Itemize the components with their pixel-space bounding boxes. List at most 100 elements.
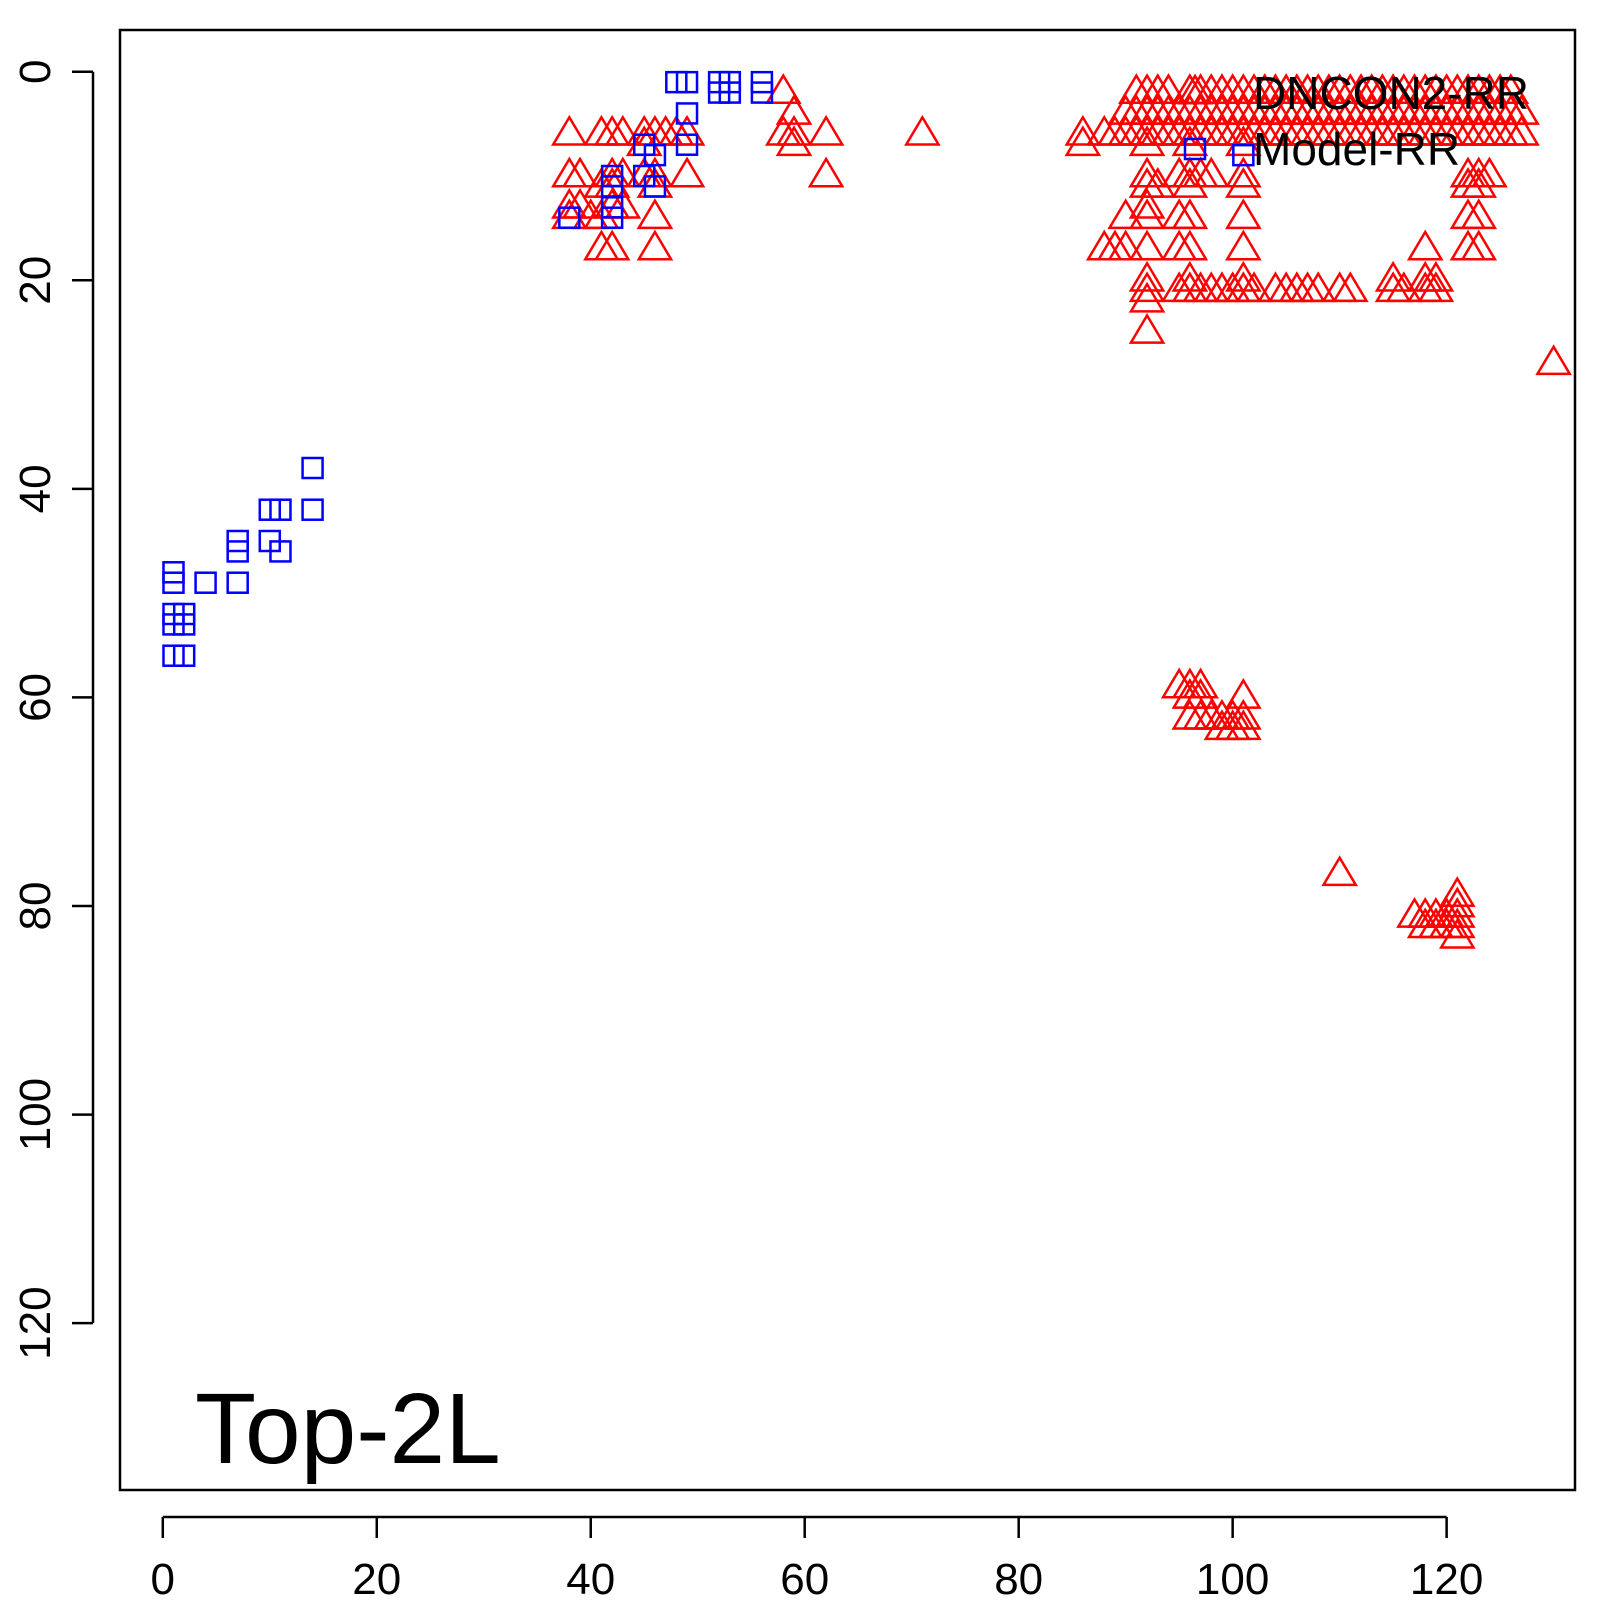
triangle-point	[1064, 125, 1102, 157]
triangle-point	[1171, 198, 1209, 230]
triangle-point	[1203, 271, 1241, 303]
triangle-point	[1171, 698, 1209, 730]
triangle-point	[561, 156, 599, 188]
triangle-point	[1192, 271, 1230, 303]
square-point	[226, 540, 249, 563]
x-tick-label: 60	[780, 1555, 829, 1600]
triangle-point	[1224, 125, 1262, 157]
triangle-point	[550, 198, 588, 230]
square-point	[643, 143, 667, 167]
triangle-point	[1471, 114, 1508, 146]
triangle-point	[1128, 187, 1166, 219]
triangle-point	[1460, 114, 1498, 146]
triangle-point	[1503, 114, 1540, 146]
triangle-point	[636, 229, 674, 261]
square-point	[269, 498, 292, 521]
triangle-point	[1085, 229, 1123, 261]
square-point	[172, 644, 196, 667]
triangle-point	[1182, 677, 1219, 709]
x-axis: 0 20 40 60 80 100 120	[151, 1515, 1483, 1600]
triangle-point	[1438, 907, 1476, 939]
square-point	[675, 133, 699, 156]
triangle-point	[1406, 271, 1444, 303]
y-tick-label: 120	[11, 1286, 60, 1359]
square-point	[558, 206, 581, 229]
triangle-point	[1128, 312, 1166, 344]
y-tick-label: 80	[11, 882, 60, 931]
chart-annotation: Top-2L	[195, 1373, 501, 1485]
triangle-point	[1492, 114, 1530, 146]
series-dncon2-rr	[550, 73, 1572, 949]
triangle-point	[1171, 156, 1209, 188]
square-point	[600, 206, 624, 229]
square-point	[718, 81, 742, 104]
triangle-point	[1128, 260, 1166, 292]
square-point	[301, 456, 324, 480]
y-tick-label: 60	[11, 673, 60, 722]
triangle-point	[1064, 114, 1102, 146]
triangle-point	[1278, 271, 1316, 303]
triangle-point	[1438, 876, 1476, 908]
triangle-point	[625, 114, 663, 146]
triangle-point	[1224, 198, 1262, 230]
triangle-point	[1406, 907, 1444, 939]
square-point	[750, 81, 774, 104]
triangle-point	[764, 73, 802, 105]
triangle-point	[1107, 229, 1145, 261]
triangle-point	[1150, 73, 1187, 105]
triangle-point	[1128, 271, 1166, 303]
triangle-point	[1406, 229, 1444, 261]
triangle-point	[1128, 281, 1166, 313]
triangle-point	[550, 156, 588, 188]
square-point	[675, 70, 699, 94]
triangle-point	[1150, 114, 1187, 146]
plot-frame	[118, 28, 1577, 1492]
triangle-point	[636, 198, 674, 230]
triangle-point	[1160, 271, 1198, 303]
triangle-point	[1492, 73, 1530, 105]
triangle-point	[1182, 271, 1219, 303]
triangle-point	[550, 187, 588, 219]
triangle-point	[1128, 166, 1166, 198]
x-tick-label: 100	[1196, 1555, 1269, 1600]
x-tick-label: 80	[994, 1555, 1043, 1600]
triangle-point	[1214, 709, 1251, 741]
triangle-point	[1503, 93, 1540, 125]
square-point	[1232, 143, 1255, 167]
square-point	[162, 571, 185, 594]
triangle-point	[807, 114, 845, 146]
triangle-point	[1192, 156, 1230, 188]
triangle-point	[1385, 271, 1423, 303]
triangle-point	[1224, 677, 1262, 709]
triangle-point	[1289, 271, 1326, 303]
triangle-point	[1171, 114, 1209, 146]
triangle-point	[1438, 917, 1476, 949]
triangle-point	[1235, 271, 1273, 303]
triangle-point	[1460, 166, 1498, 198]
triangle-point	[1160, 229, 1198, 261]
legend-square-marker	[1183, 137, 1207, 161]
triangle-point	[1417, 907, 1455, 939]
triangle-point	[775, 93, 813, 125]
triangle-point	[1128, 229, 1166, 261]
triangle-point	[1449, 198, 1487, 230]
triangle-point	[1449, 229, 1487, 261]
y-tick-label: 20	[11, 256, 60, 305]
triangle-point	[583, 114, 620, 146]
y-tick-label: 40	[11, 464, 60, 513]
triangle-point	[1160, 198, 1198, 230]
triangle-point	[1267, 271, 1305, 303]
triangle-point	[1107, 114, 1145, 146]
data-points	[162, 70, 1572, 949]
triangle-point	[775, 125, 813, 157]
series-model-rr	[162, 70, 1255, 667]
triangle-point	[668, 156, 706, 188]
triangle-point	[593, 114, 631, 146]
triangle-point	[1171, 271, 1209, 303]
triangle-point	[1085, 114, 1123, 146]
triangle-point	[1171, 229, 1209, 261]
x-tick-label: 20	[352, 1555, 401, 1600]
triangle-point	[1203, 114, 1241, 146]
